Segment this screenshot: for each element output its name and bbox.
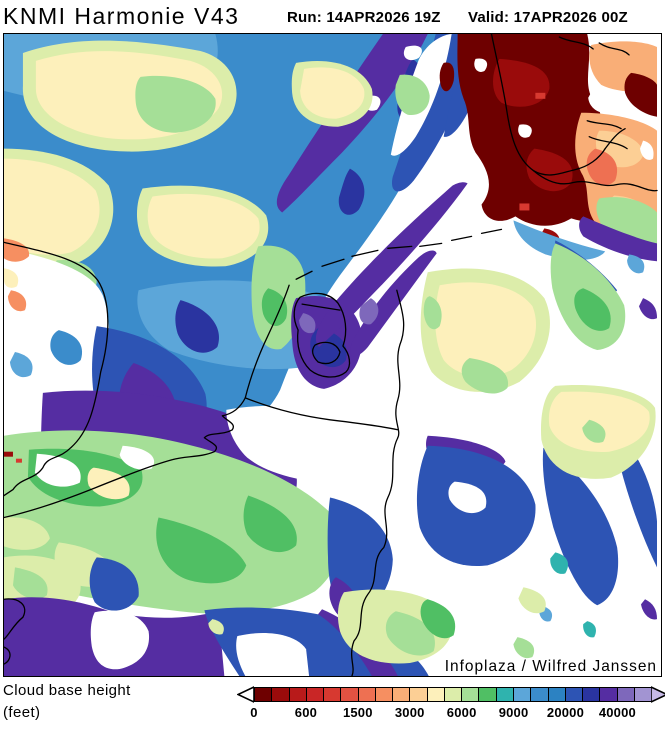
run-time-label: Run: 14APR2026 19Z bbox=[287, 9, 441, 26]
colorbar-cell bbox=[548, 688, 566, 701]
colorbar-cell bbox=[634, 688, 652, 701]
colorbar-cell bbox=[600, 688, 618, 701]
colorbar-tick: 9000 bbox=[498, 705, 529, 720]
weather-map-canvas: Infoplaza / Wilfred Janssen bbox=[4, 34, 661, 676]
colorbar-right-arrow bbox=[651, 686, 665, 703]
colorbar-cell bbox=[444, 688, 463, 701]
colorbar-cell bbox=[583, 688, 601, 701]
colorbar: 0 600 1500 3000 6000 9000 20000 40000 bbox=[237, 686, 665, 727]
colorbar-cell bbox=[410, 688, 428, 701]
colorbar-cell bbox=[531, 688, 549, 701]
colorbar-left-arrow bbox=[237, 686, 254, 703]
colorbar-cell bbox=[272, 688, 290, 701]
center-right-greens bbox=[337, 385, 656, 664]
colorbar-cell bbox=[324, 688, 342, 701]
colorbar-cell bbox=[617, 688, 635, 701]
colorbar-tick: 3000 bbox=[394, 705, 425, 720]
colorbar-cell bbox=[393, 688, 411, 701]
colorbar-cell bbox=[479, 688, 497, 701]
colorbar-cell bbox=[255, 688, 273, 701]
right-edge-bands bbox=[513, 197, 658, 351]
colorbar-cell bbox=[513, 688, 532, 701]
title-bar: KNMI Harmonie V43 Run: 14APR2026 19Z Val… bbox=[0, 0, 665, 33]
legend: Cloud base height (feet) 0 600 1500 3000 600… bbox=[0, 677, 665, 735]
colorbar-cell bbox=[358, 688, 376, 701]
pale-blob-east-netherlands bbox=[420, 268, 550, 394]
coastlines bbox=[4, 34, 658, 676]
legend-title: Cloud base height bbox=[3, 682, 131, 699]
colorbar-cell bbox=[306, 688, 325, 701]
colorbar-tick: 20000 bbox=[546, 705, 585, 720]
colorbar-tick: 40000 bbox=[598, 705, 636, 720]
colorbar-cell bbox=[427, 688, 445, 701]
colorbar-cell bbox=[289, 688, 307, 701]
model-title: KNMI Harmonie V43 bbox=[3, 3, 240, 29]
colorbar-tick: 1500 bbox=[342, 705, 373, 720]
colorbar-tick: 0 bbox=[250, 705, 258, 720]
colorbar-cell bbox=[375, 688, 394, 701]
low-cloud-red-mass bbox=[439, 34, 620, 249]
colorbar-cell bbox=[341, 688, 359, 701]
colorbar-tick: 600 bbox=[294, 705, 318, 720]
colorbar-cell bbox=[462, 688, 480, 701]
green-region-belgium bbox=[4, 430, 340, 614]
weather-map: Infoplaza / Wilfred Janssen bbox=[3, 33, 662, 677]
legend-unit: (feet) bbox=[3, 704, 41, 721]
colorbar-cells bbox=[254, 687, 652, 702]
attribution-label: Infoplaza / Wilfred Janssen bbox=[445, 658, 657, 675]
colorbar-cell bbox=[565, 688, 584, 701]
valid-time-label: Valid: 17APR2026 00Z bbox=[468, 9, 628, 26]
colorbar-tick: 6000 bbox=[446, 705, 477, 720]
colorbar-cell bbox=[496, 688, 514, 701]
colorbar-tick-labels: 0 600 1500 3000 6000 9000 20000 40000 bbox=[250, 703, 652, 721]
bottom-right-masses bbox=[327, 427, 658, 638]
